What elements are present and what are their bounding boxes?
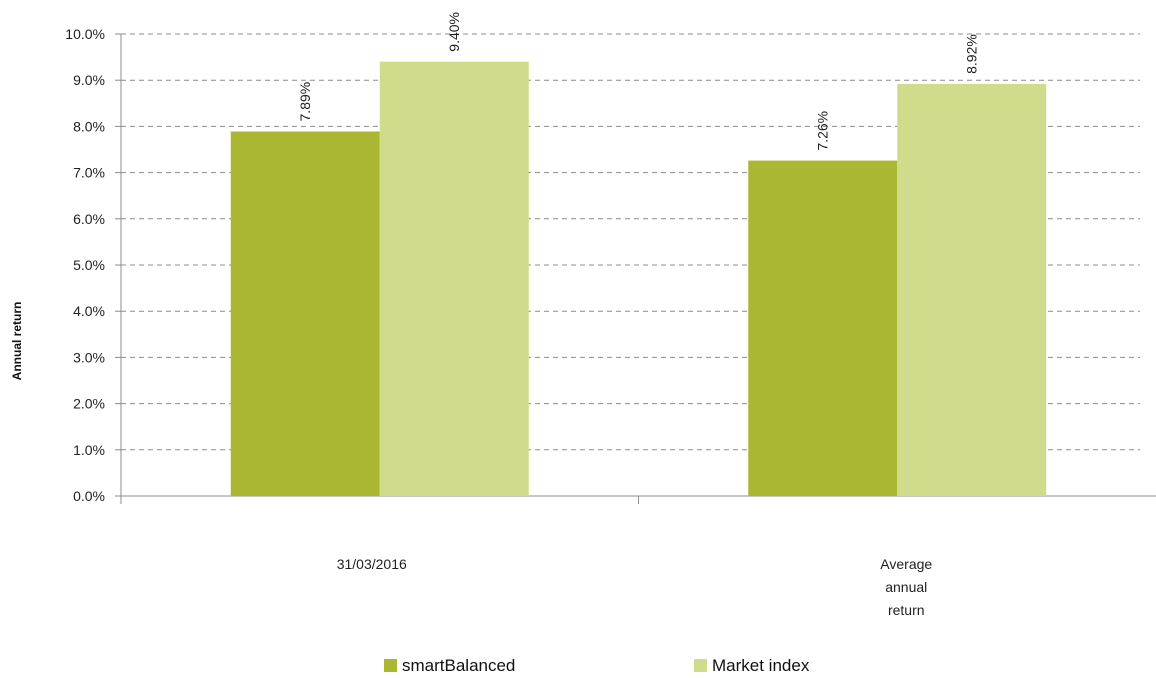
data-label: 8.92%: [964, 34, 980, 74]
category-label: Average annual return: [880, 556, 932, 618]
y-tick-label: 10.0%: [65, 26, 105, 42]
y-tick-label: 1.0%: [73, 442, 105, 458]
bar: [230, 131, 380, 496]
legend-label: smartBalanced: [402, 656, 515, 675]
legend: smartBalanced Market index: [384, 656, 810, 675]
data-labels: 7.89% 9.40% 7.26% 8.92%: [297, 12, 980, 151]
y-tick-label: 5.0%: [73, 257, 105, 273]
legend-swatch: [694, 659, 707, 672]
y-tick-label: 0.0%: [73, 488, 105, 504]
data-label: 7.26%: [815, 111, 831, 151]
y-tick-label: 8.0%: [73, 118, 105, 134]
y-tick-label: 4.0%: [73, 303, 105, 319]
bars: [230, 61, 1047, 497]
data-label: 9.40%: [446, 12, 462, 52]
y-axis-label: Annual return: [10, 302, 24, 381]
y-tick-label: 9.0%: [73, 72, 105, 88]
axes: 0.0% 1.0% 2.0% 3.0% 4.0% 5.0% 6.0% 7.0% 8.0% 9.0%…: [65, 26, 1156, 504]
y-tick-label: 3.0%: [73, 349, 105, 365]
legend-label: Market index: [712, 656, 810, 675]
bar: [748, 160, 898, 496]
y-tick-label: 6.0%: [73, 211, 105, 227]
y-tick-label: 2.0%: [73, 396, 105, 412]
data-label: 7.89%: [297, 82, 313, 122]
bar: [897, 83, 1047, 497]
y-tick-label: 7.0%: [73, 165, 105, 181]
legend-swatch: [384, 659, 397, 672]
bar: [379, 61, 529, 496]
category-label: 31/03/2016: [337, 556, 407, 572]
category-labels: 31/03/2016 Average annual return: [337, 556, 933, 618]
